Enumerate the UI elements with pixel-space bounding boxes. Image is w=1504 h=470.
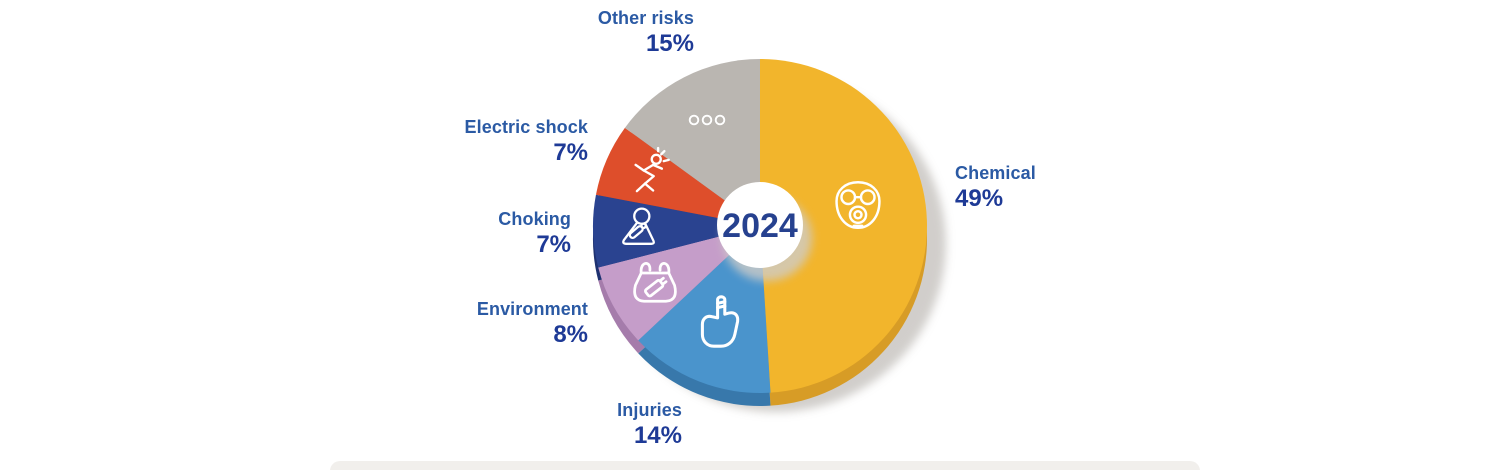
ellipsis-icon [688,114,726,126]
slice-percent: 8% [553,321,588,349]
label-environment: Environment 8% [477,299,588,349]
slice-percent: 7% [536,231,571,259]
slice-name: Environment [476,299,588,319]
plastic-bag-icon [633,262,677,303]
injured-hand-icon [700,295,740,348]
slice-name: Other risks [597,8,694,28]
label-other-risks: Other risks 15% [598,8,694,58]
slice-name: Injuries [617,400,682,420]
slice-name: Electric shock [464,117,588,137]
center-year: 2024 [722,207,798,245]
slice-percent: 14% [633,422,682,450]
center-badge-circle [717,182,803,268]
label-chemical: Chemical 49% [955,163,1036,213]
slice-percent: 7% [553,139,588,167]
pie-slice-electric-shock[interactable] [595,127,760,226]
slice-percent: 15% [645,30,694,58]
pie-slice-chemical[interactable] [760,59,928,393]
label-electric-shock: Electric shock 7% [465,117,588,167]
gas-mask-icon [835,181,881,229]
slice-name: Chemical [955,163,1036,183]
slice-name: Choking [498,209,571,229]
label-choking: Choking 7% [498,209,571,259]
choking-icon [622,207,655,245]
pie-slice-environment[interactable] [598,226,760,341]
pie-slice-other-risks[interactable] [624,59,760,226]
center-badge: 2024 [717,182,812,281]
next-section-edge [330,461,1200,470]
label-injuries: Injuries 14% [617,400,682,450]
electric-shock-icon [634,146,670,193]
slice-percent: 49% [955,185,1004,213]
